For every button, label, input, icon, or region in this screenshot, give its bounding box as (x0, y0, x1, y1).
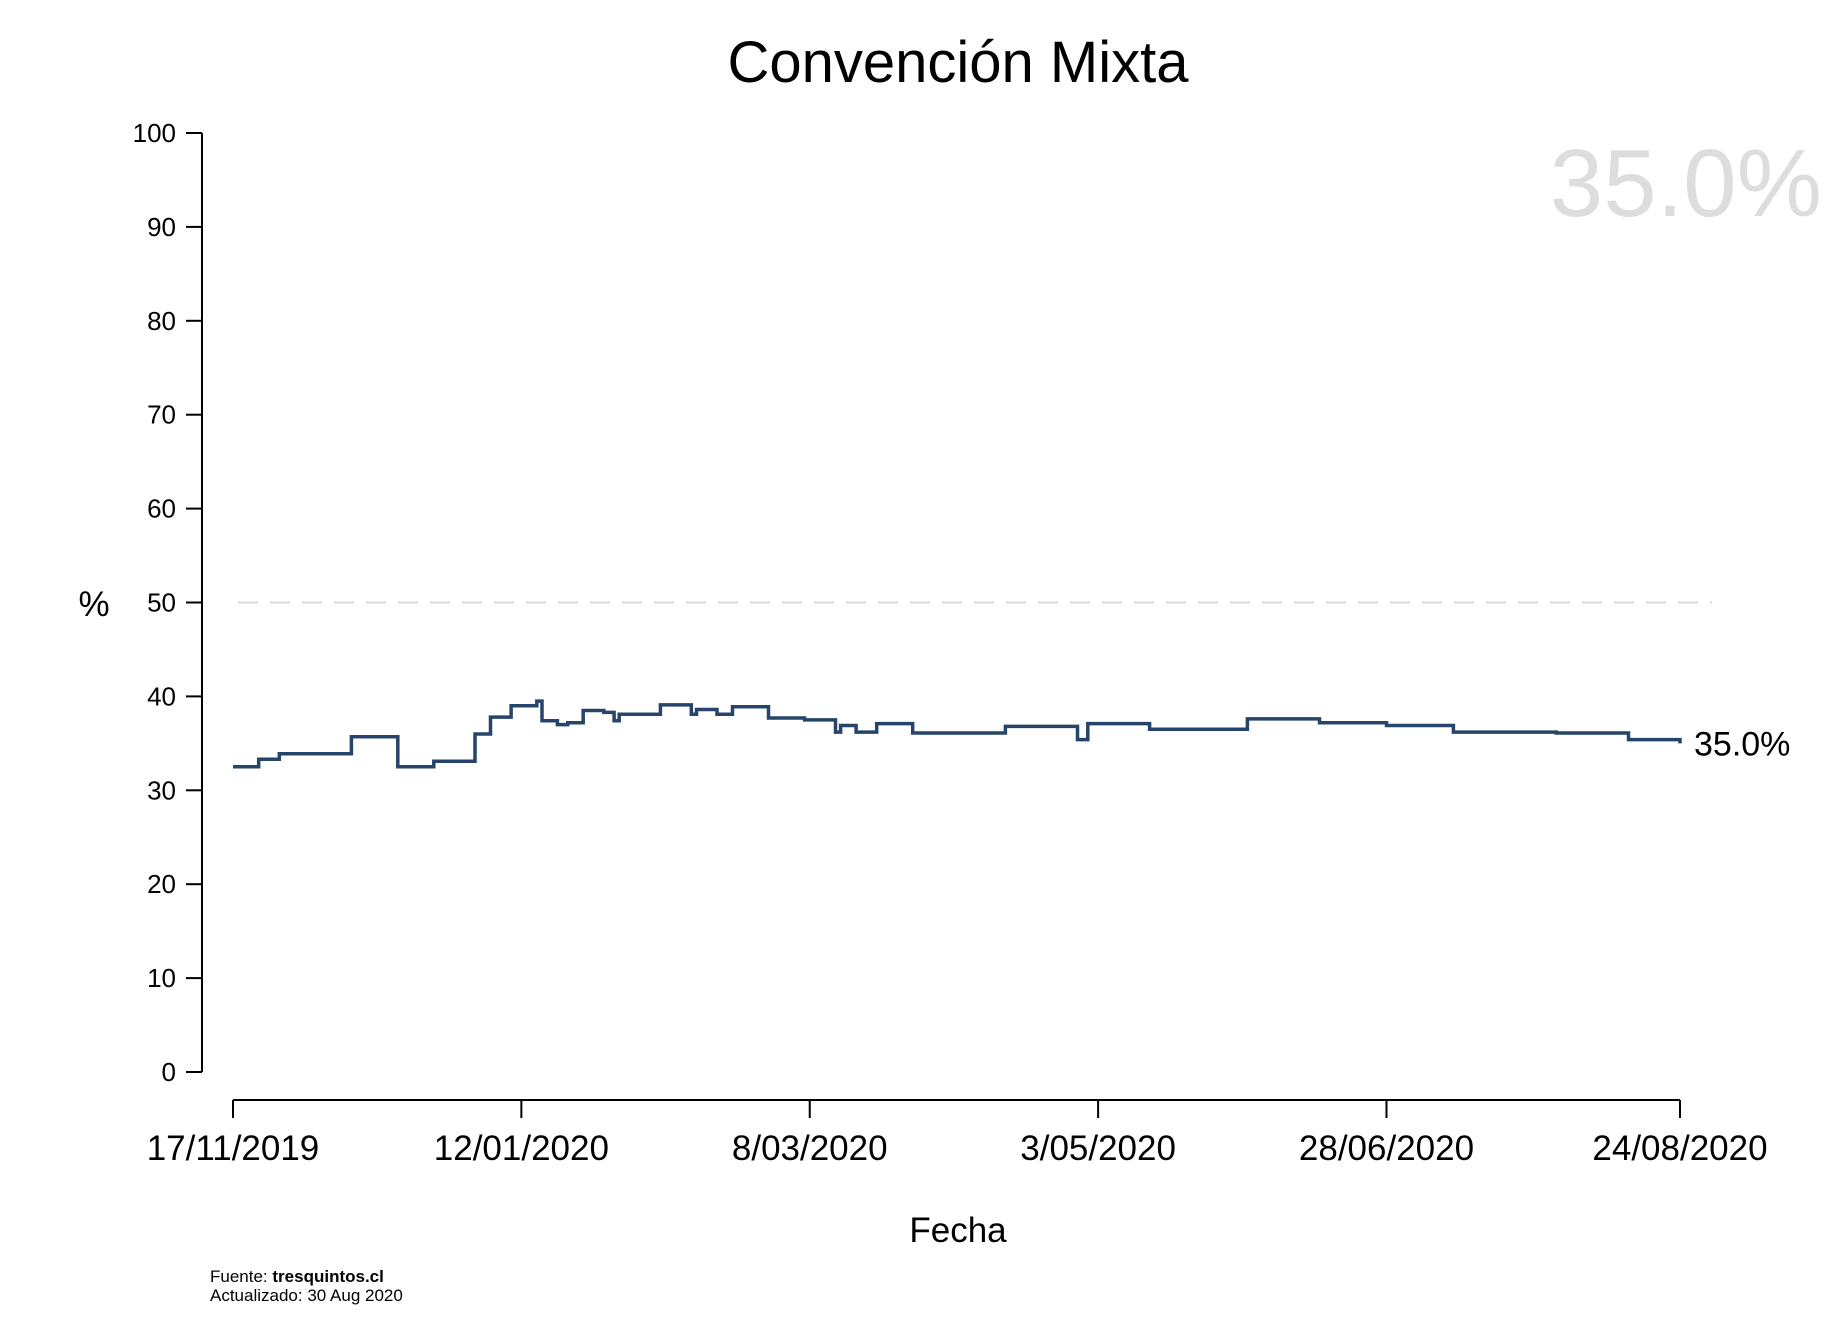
x-tick-label: 24/08/2020 (1592, 1129, 1767, 1168)
x-tick-label: 17/11/2019 (147, 1129, 320, 1168)
source-line: Fuente: tresquintos.cl (210, 1267, 384, 1286)
updated-line: Actualizado: 30 Aug 2020 (210, 1286, 403, 1305)
chart-title: Convención Mixta (728, 30, 1190, 95)
y-tick-label: 40 (147, 681, 176, 711)
x-axis: 17/11/2019 12/01/2020 8/03/2020 3/05/2020 28… (147, 1099, 1768, 1168)
y-tick-label: 80 (147, 306, 176, 336)
y-axis-label: % (78, 585, 109, 624)
y-tick-label: 90 (147, 212, 176, 242)
x-axis-label: Fecha (909, 1211, 1007, 1250)
x-tick-label: 28/06/2020 (1299, 1129, 1474, 1168)
end-value-label: 35.0% (1694, 725, 1790, 763)
series-line (233, 699, 1682, 769)
x-tick-label: 3/05/2020 (1020, 1129, 1176, 1168)
source-link[interactable]: tresquintos.cl (272, 1267, 383, 1286)
y-tick-label: 100 (133, 118, 176, 148)
y-tick-label: 10 (147, 963, 176, 993)
source-label: Fuente: (210, 1267, 268, 1286)
y-tick-label: 0 (162, 1057, 176, 1087)
y-tick-label: 50 (147, 588, 176, 618)
x-tick-label: 8/03/2020 (732, 1129, 888, 1168)
y-tick-label: 20 (147, 869, 176, 899)
x-tick-label: 12/01/2020 (434, 1129, 609, 1168)
y-axis: 0 10 20 30 40 50 60 70 80 90 100 (133, 118, 203, 1087)
y-tick-label: 70 (147, 400, 176, 430)
y-tick-label: 60 (147, 494, 176, 524)
y-tick-label: 30 (147, 775, 176, 805)
watermark-value: 35.0% (1550, 130, 1822, 237)
